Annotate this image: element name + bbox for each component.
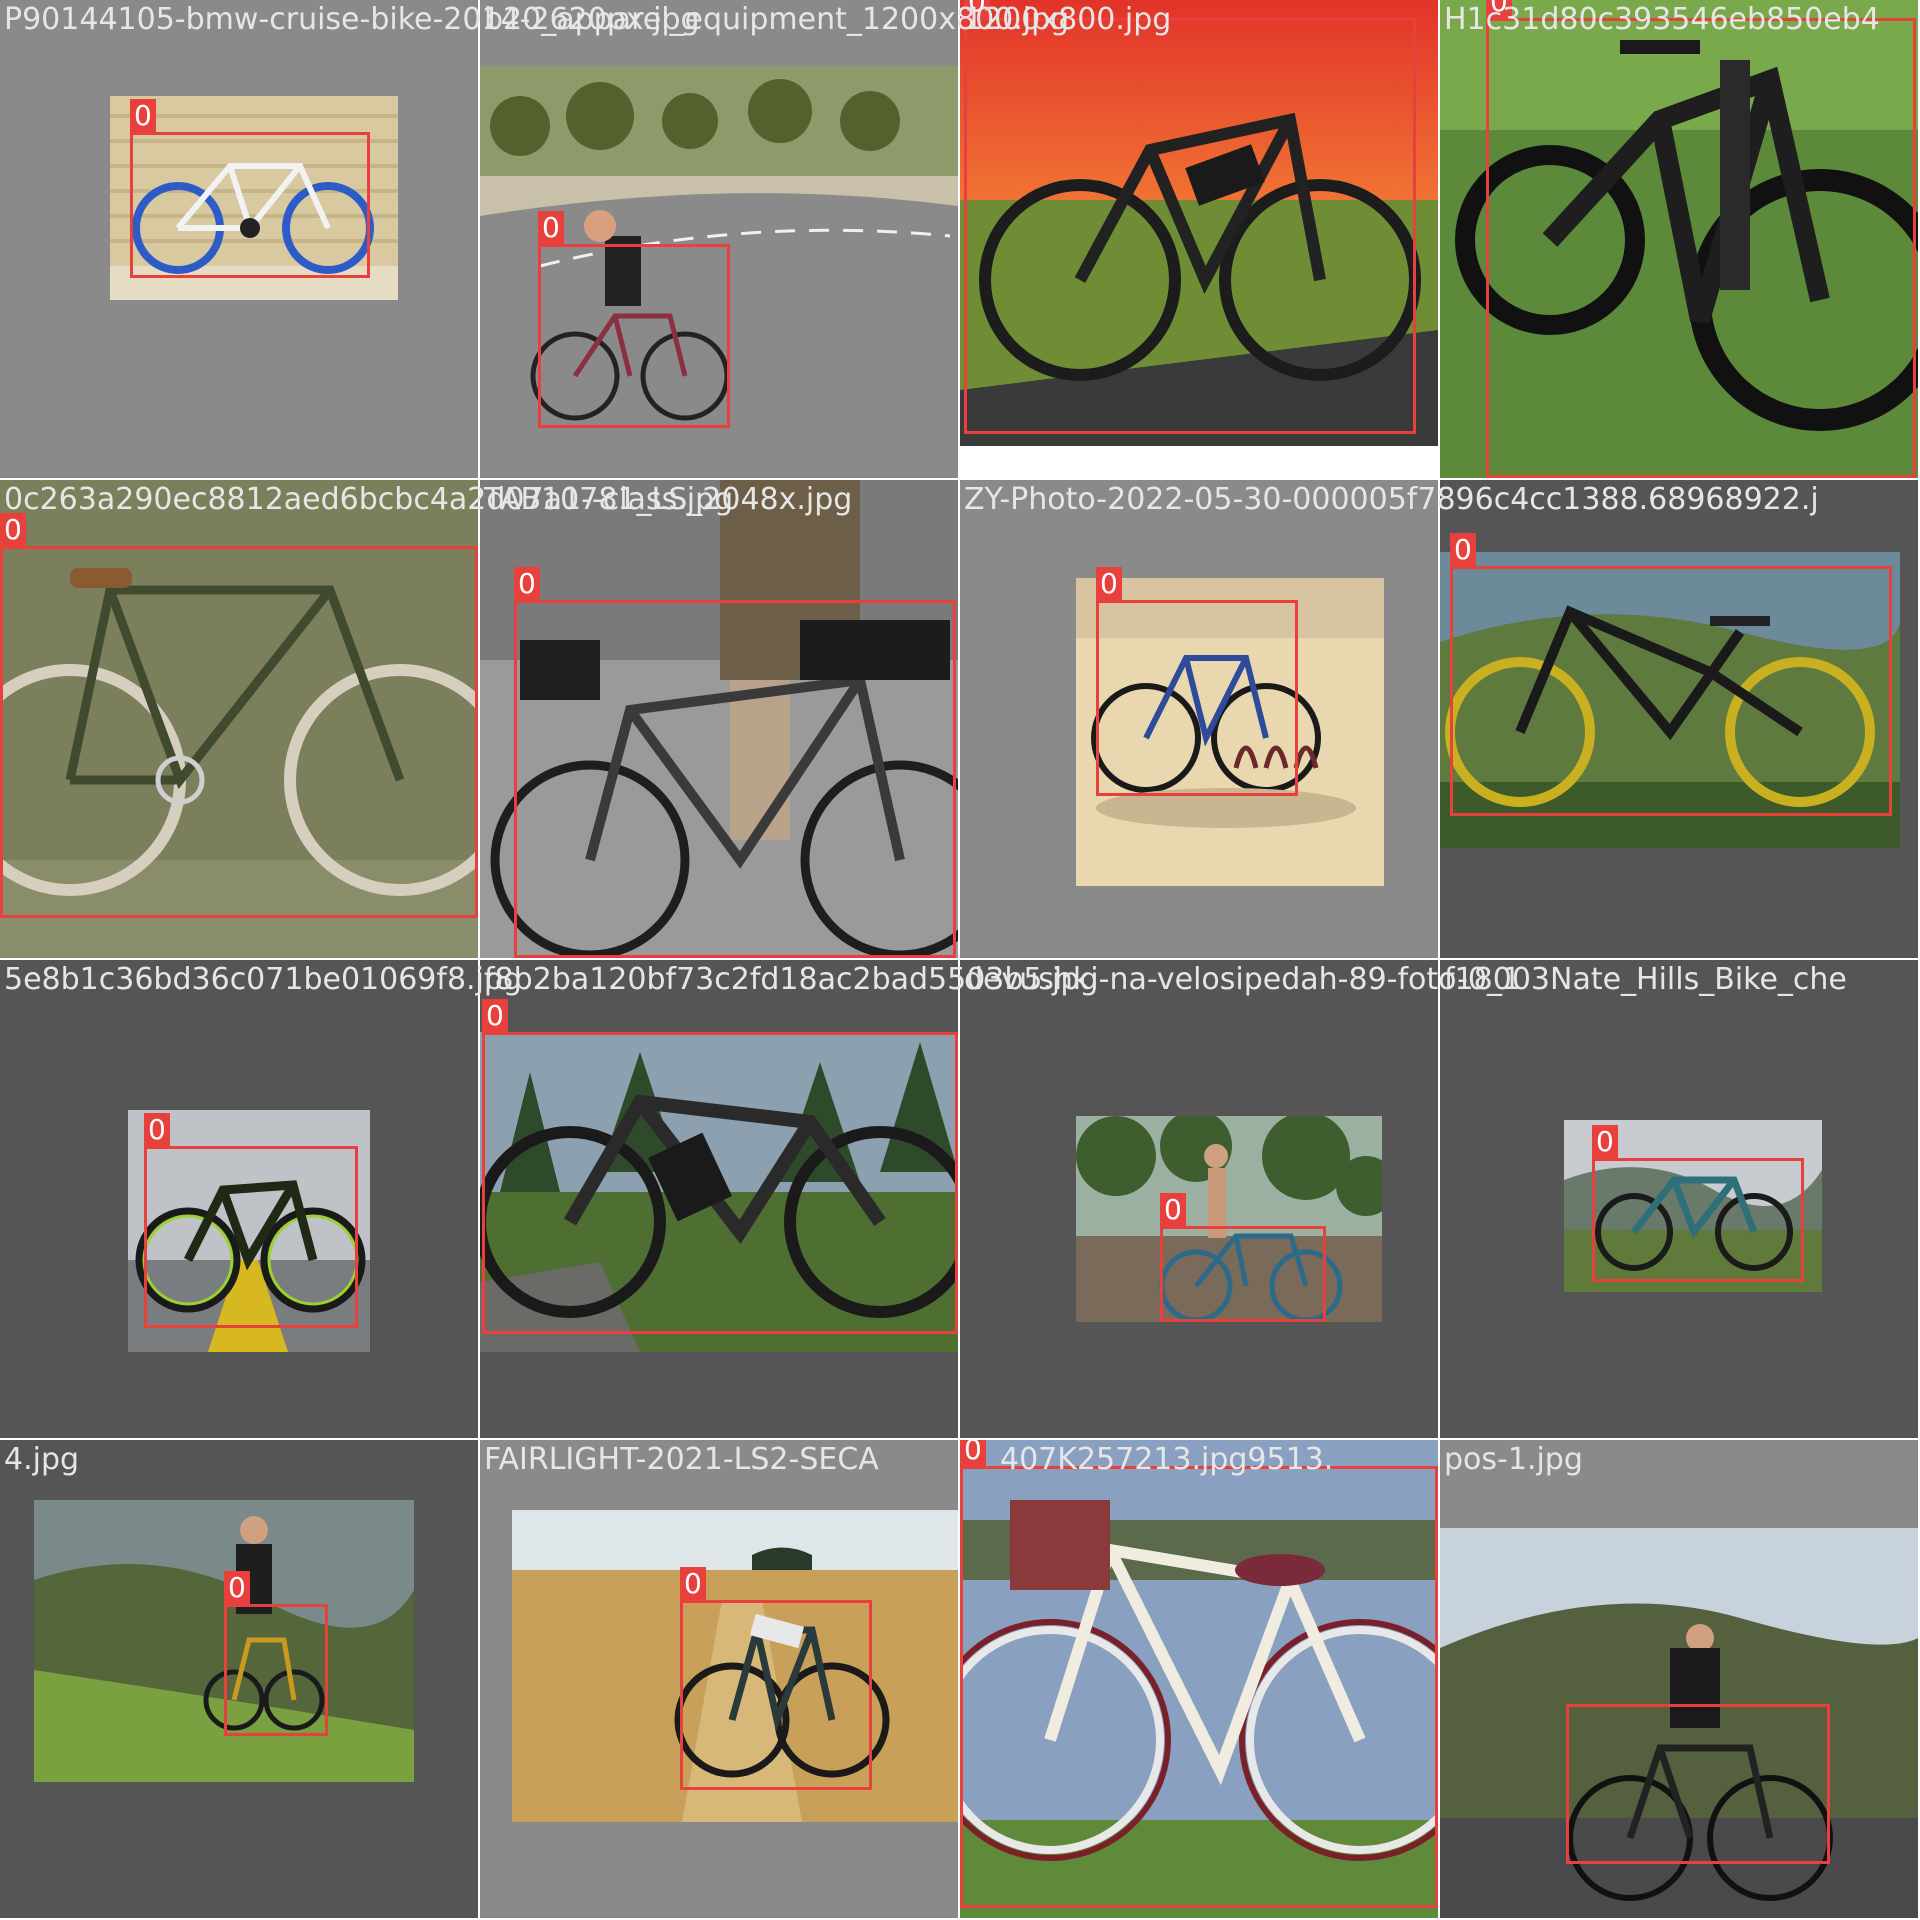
class-label: 0 [1096,567,1122,601]
class-label: 0 [538,211,564,245]
bounding-box: 0 [964,0,1416,434]
tile-3: 0 [960,0,1438,478]
photo-full-suspension-ebike [1440,0,1918,478]
tile-filename: 0c263a290ec8812aed6bcbc4a2d07a1--class.j… [4,482,734,517]
photo-cruiser-with-basket [960,1440,1438,1918]
class-label: 0 [514,567,540,601]
bounding-box: 0 [514,567,956,958]
class-label: 0 [1450,533,1476,567]
class-label: 0 [960,1440,986,1467]
tile-filename: 407K257213.jpg9513. [1000,1442,1334,1477]
class-label: 0 [144,1113,170,1147]
bounding-box: 0 [482,999,958,1334]
class-label: 0 [1486,0,1512,19]
tile-12: 0 [1440,960,1918,1438]
class-label: 0 [964,0,990,19]
tile-filename: devushki-na-velosipedah-89-foto-0_1 [964,962,1522,997]
class-label: 0 [482,999,508,1033]
tile-filename: 5e8b1c36bd36c071be01069f8.jpg [4,962,522,997]
tile-2: 0 [480,0,958,478]
photo-ebike-sunset [960,0,1438,446]
class-label: 0 [130,99,156,133]
tile-filename: b20_apparel_equipment_1200x800.jpg [484,2,1070,37]
photo-white-bike-blue-rims [110,96,398,300]
class-label: 0 [0,513,26,547]
class-label: 0 [1592,1125,1618,1159]
bounding-box: 0 [680,1567,872,1790]
tile-15: 0 [960,1440,1438,1918]
bounding-box: 0 [1160,1193,1326,1322]
tile-filename: H1c31d80c393546eb850eb4 [1444,2,1880,37]
photo-emtb-forest [480,1032,958,1352]
tile-1: 0 [0,0,478,478]
tile-filename: f18003Nate_Hills_Bike_che [1444,962,1847,997]
tile-6: 0 [480,480,958,958]
tile-16 [1440,1440,1918,1918]
tile-filename: 4.jpg [4,1442,80,1477]
bounding-box: 0 [144,1113,358,1328]
photo-woman-with-bike [1076,1116,1382,1322]
bounding-box: 0 [1450,533,1892,816]
bounding-box [1566,1704,1830,1864]
tile-13: 0 [0,1440,478,1918]
tile-11: 0 [960,960,1438,1438]
tile-filename: ZY-Photo-2022-05-30-000005f7896c4cc1388.… [964,482,1819,517]
tile-filename: FAIRLIGHT-2021-LS2-SECA [484,1442,879,1477]
class-label: 0 [1160,1193,1186,1227]
tile-filename: f8b2ba120bf73c2fd18ac2bad5503b5.jpg [484,962,1099,997]
bounding-box: 0 [130,99,370,278]
photo-neon-green-bike [128,1110,370,1352]
tile-9: 0 [0,960,478,1438]
bounding-box: 0 [224,1571,328,1736]
class-label: 0 [224,1571,250,1605]
bounding-box: 0 [0,513,478,918]
tile-filename: P90144105-bmw-cruise-bike-2014-2620px.jp… [4,2,700,37]
tile-14: 0 [480,1440,958,1918]
tile-filename: pos-1.jpg [1444,1442,1583,1477]
bounding-box: 0 [960,1440,1438,1908]
photo-road-cyclist-motion-blur [1440,1528,1918,1918]
bounding-box: 0 [1592,1125,1804,1282]
photo-gravel-bike-trail [512,1510,958,1822]
tile-7: 0 [960,480,1438,958]
tile-5: 0 [0,480,478,958]
bounding-box: 0 [538,211,730,428]
bounding-box: 0 [1096,567,1298,796]
tile-8: 0 [1440,480,1918,958]
class-label: 0 [680,1567,706,1601]
tile-4: 0 [1440,0,1918,478]
photo-cyclist-curved-road [480,66,958,466]
tile-filename: TAB10781_LS_2048x.jpg [484,482,853,517]
tile-10: 0 [480,960,958,1438]
photo-touring-bike-rider [480,480,958,958]
photo-green-city-bike [0,480,478,958]
tile-filename: 1200x800.jpg [964,2,1172,37]
photo-bike-rack [1076,578,1384,886]
bounding-box: 0 [1486,0,1916,478]
